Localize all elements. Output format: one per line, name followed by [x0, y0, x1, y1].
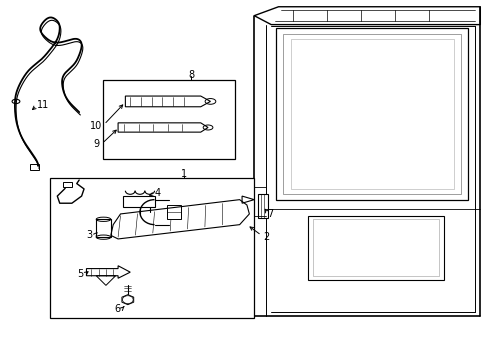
Text: 7: 7 — [266, 209, 273, 219]
Bar — [276, 28, 467, 200]
Text: 1: 1 — [180, 169, 186, 179]
Text: 4: 4 — [155, 188, 161, 198]
Text: 9: 9 — [93, 139, 99, 149]
Text: 3: 3 — [86, 230, 92, 240]
Bar — [63, 182, 72, 187]
Text: 2: 2 — [263, 232, 269, 242]
Bar — [307, 216, 443, 280]
Bar — [122, 196, 154, 207]
Bar — [50, 178, 254, 318]
Bar — [283, 33, 460, 194]
Text: 6: 6 — [114, 304, 120, 314]
Text: 8: 8 — [187, 69, 194, 80]
Bar — [103, 80, 234, 158]
Text: 11: 11 — [37, 100, 49, 110]
Bar — [290, 39, 453, 189]
Text: 5: 5 — [77, 269, 83, 279]
Text: 10: 10 — [90, 121, 102, 131]
Bar — [312, 219, 438, 276]
Bar — [96, 219, 111, 237]
Bar — [30, 164, 39, 170]
Bar — [258, 194, 267, 217]
Bar — [166, 205, 181, 219]
